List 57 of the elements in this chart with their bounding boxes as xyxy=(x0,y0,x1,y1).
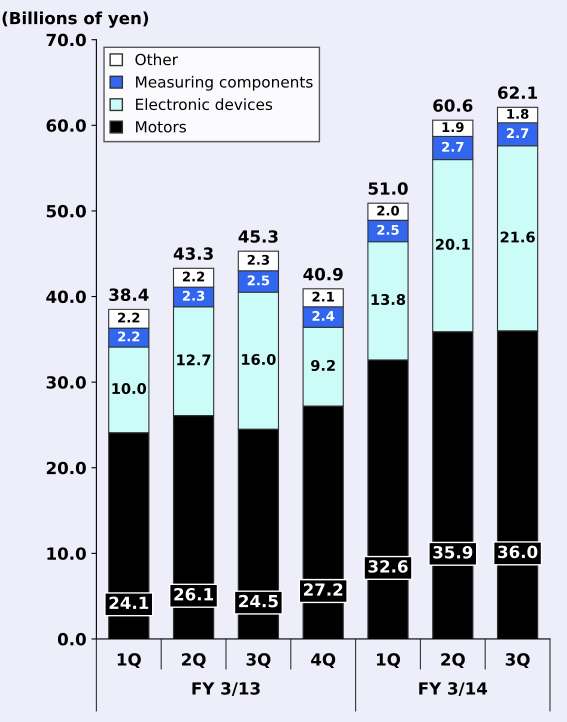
data-label: 2.4 xyxy=(312,310,334,321)
y-tick-label: 50.0 xyxy=(46,204,86,218)
total-label: 62.1 xyxy=(498,86,538,99)
total-label: 51.0 xyxy=(368,182,408,195)
data-label: 24.5 xyxy=(239,594,278,608)
data-label: 24.1 xyxy=(110,596,148,609)
data-label: 32.6 xyxy=(368,560,408,573)
y-tick-label: 10.0 xyxy=(47,547,86,560)
total-label: 40.9 xyxy=(303,268,343,280)
data-label: 13.8 xyxy=(372,294,406,306)
y-tick-label: 60.0 xyxy=(46,119,86,132)
total-label: 38.4 xyxy=(109,288,149,302)
legend-label: Measuring components xyxy=(136,76,313,91)
x-tick-label: 3Q xyxy=(246,653,270,668)
data-label: 2.2 xyxy=(182,272,204,282)
data-label: 2.0 xyxy=(377,206,400,216)
data-label: 2.5 xyxy=(377,224,399,235)
data-label: 10.0 xyxy=(112,383,146,394)
total-label: 60.6 xyxy=(433,99,472,112)
data-label: 2.7 xyxy=(442,142,464,152)
data-label: 12.7 xyxy=(177,354,210,366)
y-tick-label: 20.0 xyxy=(46,462,86,474)
text: FY 3/13 xyxy=(192,682,260,696)
x-tick-label: 3Q xyxy=(506,653,530,668)
y-axis-title: (Billions of yen) xyxy=(2,11,148,28)
data-label: 20.1 xyxy=(436,238,470,250)
x-tick-label: 2Q xyxy=(441,653,465,668)
data-label: 21.6 xyxy=(500,232,535,243)
legend-label: Electronic devices xyxy=(136,98,272,110)
x-tick-label: 4Q xyxy=(311,653,336,668)
total-label: 43.3 xyxy=(174,247,213,260)
x-tick-label: 1Q xyxy=(118,653,141,668)
data-label: 9.2 xyxy=(311,360,335,371)
total-label: 45.3 xyxy=(238,230,278,243)
data-label: 2.2 xyxy=(118,331,140,342)
y-tick-label: 30.0 xyxy=(46,376,86,389)
data-label: 2.3 xyxy=(248,254,270,265)
data-label: 2.2 xyxy=(118,312,140,322)
legend-label: Motors xyxy=(136,121,186,133)
data-label: 27.2 xyxy=(304,583,342,596)
data-label: 35.9 xyxy=(433,546,472,559)
y-tick-label: 0.0 xyxy=(58,632,86,646)
y-tick-label: 70.0 xyxy=(46,34,86,46)
data-label: 2.1 xyxy=(312,292,334,302)
data-label: 2.3 xyxy=(182,290,204,301)
data-label: 16.0 xyxy=(242,354,276,365)
data-label: 1.9 xyxy=(442,122,464,132)
data-label: 1.8 xyxy=(507,108,528,119)
text: FY 3/14 xyxy=(419,682,488,696)
x-tick-label: 2Q xyxy=(182,653,206,668)
data-label: 2.7 xyxy=(506,128,528,138)
y-tick-label: 40.0 xyxy=(46,290,86,304)
data-label: 36.0 xyxy=(498,546,538,558)
data-label: 26.1 xyxy=(174,588,214,601)
data-label: 2.5 xyxy=(248,275,270,286)
x-tick-label: 1Q xyxy=(376,653,400,668)
legend-label: Other xyxy=(135,53,178,66)
